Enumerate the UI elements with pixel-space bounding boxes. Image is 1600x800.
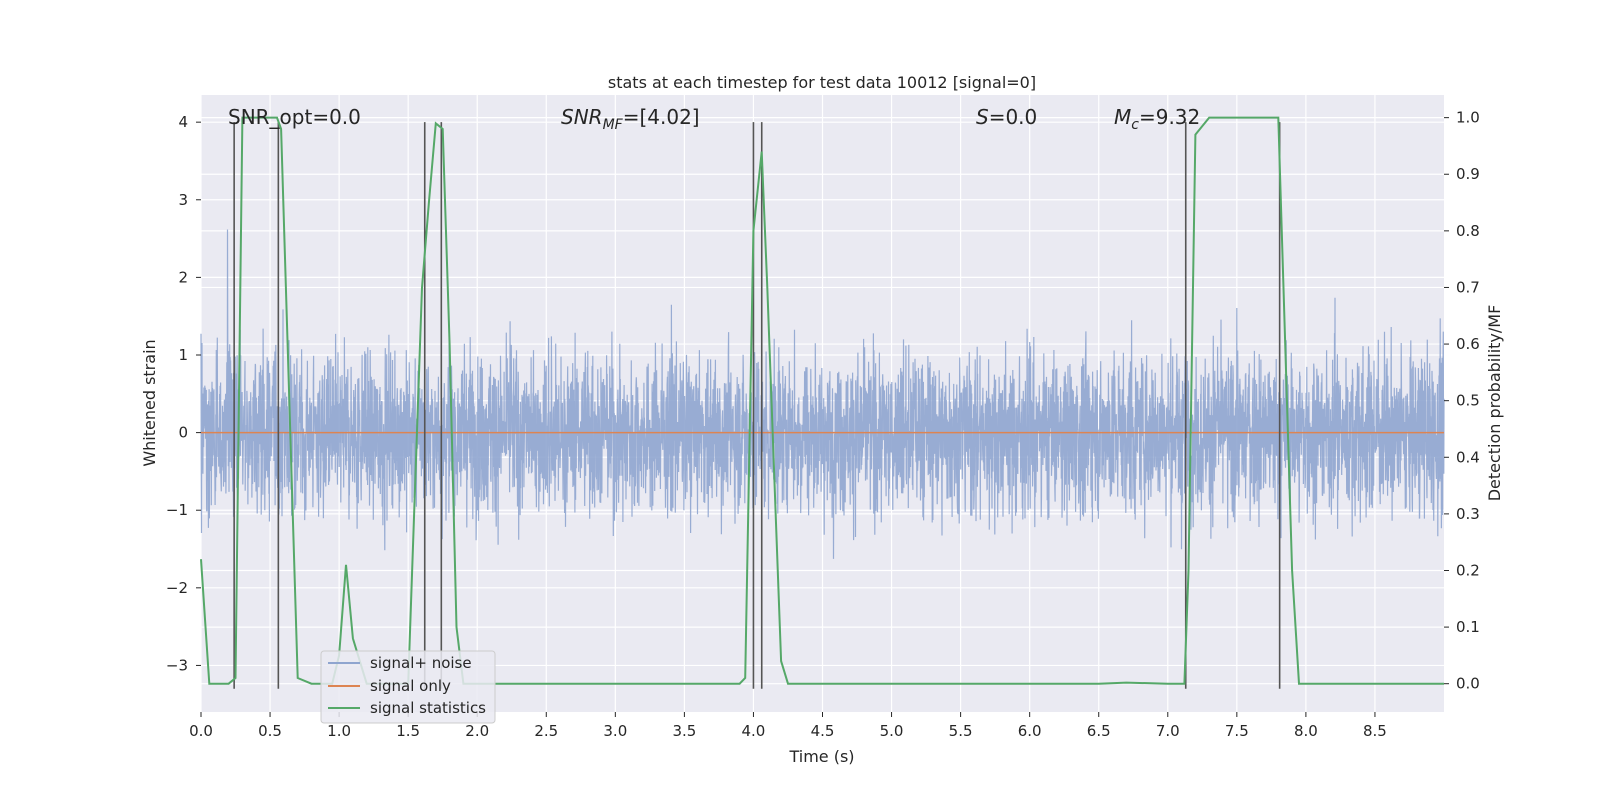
y-tick-label: −1 bbox=[166, 501, 188, 519]
annotation-s-tail: =0.0 bbox=[989, 105, 1038, 129]
annotation-mc-sub: c bbox=[1131, 117, 1139, 133]
x-tick-label: 6.0 bbox=[1018, 722, 1042, 740]
x-axis-label: Time (s) bbox=[788, 747, 854, 766]
y-right-tick-label: 0.9 bbox=[1456, 165, 1480, 183]
annotation-s: S=0.0 bbox=[976, 105, 1037, 129]
x-tick-label: 1.0 bbox=[327, 722, 351, 740]
y-right-tick-label: 1.0 bbox=[1456, 109, 1480, 127]
annotation-snr-opt: SNR_opt=0.0 bbox=[228, 105, 361, 129]
annotation-mc-main: M bbox=[1114, 105, 1131, 129]
y-tick-label: −3 bbox=[166, 656, 188, 674]
x-tick-label: 3.5 bbox=[672, 722, 696, 740]
y-tick-label: 0 bbox=[178, 424, 188, 442]
x-tick-label: 7.0 bbox=[1156, 722, 1180, 740]
x-tick-label: 4.5 bbox=[811, 722, 835, 740]
chart-title: stats at each timestep for test data 100… bbox=[608, 73, 1036, 92]
annotation-snr-mf: SNRMF=[4.02] bbox=[561, 105, 700, 133]
x-tick-label: 1.5 bbox=[396, 722, 420, 740]
x-tick-label: 2.0 bbox=[465, 722, 489, 740]
annotation-snr-mf-main: SNR bbox=[561, 105, 603, 129]
annotation-mc: Mc=9.32 bbox=[1114, 105, 1200, 133]
ticks: 0.0 0.5 1.0 1.5 2.0 2.5 3.0 3.5 4.0 4.5 5.0 5.5 6.0 6… bbox=[166, 109, 1480, 740]
x-tick-label: 0.0 bbox=[189, 722, 213, 740]
y-right-tick-label: 0.5 bbox=[1456, 392, 1480, 410]
x-tick-label: 8.5 bbox=[1363, 722, 1387, 740]
legend-label-signal-noise: signal+ noise bbox=[370, 654, 472, 672]
y-right-tick-label: 0.0 bbox=[1456, 675, 1480, 693]
y-right-tick-label: 0.7 bbox=[1456, 278, 1480, 296]
y-right-tick-label: 0.4 bbox=[1456, 448, 1480, 466]
x-tick-label: 2.5 bbox=[534, 722, 558, 740]
legend-label-signal-only: signal only bbox=[370, 677, 451, 695]
annotation-snr-mf-tail: =[4.02] bbox=[623, 105, 700, 129]
annotation-mc-tail: =9.32 bbox=[1139, 105, 1200, 129]
x-tick-label: 0.5 bbox=[258, 722, 282, 740]
y-right-tick-label: 0.3 bbox=[1456, 505, 1480, 523]
y-tick-label: 3 bbox=[178, 191, 188, 209]
y-right-tick-label: 0.8 bbox=[1456, 222, 1480, 240]
legend-label-signal-statistics: signal statistics bbox=[370, 699, 486, 717]
y-right-tick-label: 0.6 bbox=[1456, 335, 1480, 353]
legend-box bbox=[320, 650, 496, 724]
series-signal-noise-line bbox=[200, 229, 1445, 559]
x-tick-label: 4.0 bbox=[742, 722, 766, 740]
x-tick-label: 3.0 bbox=[603, 722, 627, 740]
x-tick-label: 6.5 bbox=[1087, 722, 1111, 740]
x-tick-label: 8.0 bbox=[1294, 722, 1318, 740]
legend: signal+ noise signal only signal statist… bbox=[320, 650, 496, 724]
x-tick-label: 5.5 bbox=[949, 722, 973, 740]
y-axis-right-label: Detection probability/MF bbox=[1485, 305, 1504, 502]
y-tick-label: 1 bbox=[178, 346, 188, 364]
y-right-tick-label: 0.2 bbox=[1456, 561, 1480, 579]
x-tick-label: 5.0 bbox=[880, 722, 904, 740]
annotation-snr-mf-sub: MF bbox=[603, 117, 624, 133]
annotation-s-main: S bbox=[976, 105, 989, 129]
y-tick-label: 2 bbox=[178, 268, 188, 286]
y-tick-label: 4 bbox=[178, 113, 188, 131]
x-tick-label: 7.5 bbox=[1225, 722, 1249, 740]
y-axis-label: Whitened strain bbox=[140, 339, 159, 466]
y-tick-label: −2 bbox=[166, 579, 188, 597]
y-right-tick-label: 0.1 bbox=[1456, 618, 1480, 636]
